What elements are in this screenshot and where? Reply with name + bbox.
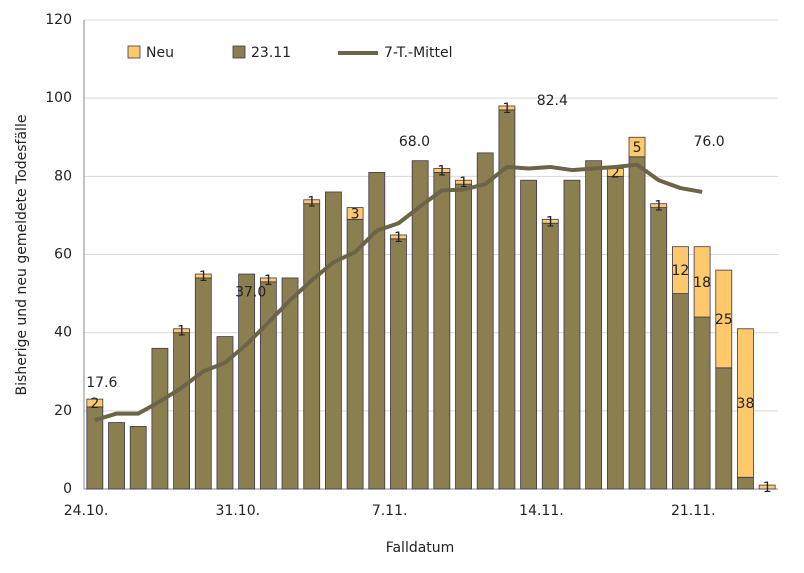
bar-segment <box>346 218 364 490</box>
bar-segment <box>259 277 277 283</box>
average-line <box>94 162 703 423</box>
y-tick-label: 60 <box>54 247 72 263</box>
bar-segment <box>216 336 234 490</box>
bar-segment <box>151 347 169 490</box>
data-label: 38 <box>737 396 755 412</box>
bar-segment <box>455 183 472 490</box>
line-value-label: 17.6 <box>86 375 117 391</box>
bar-segment <box>173 332 190 490</box>
bar-segment <box>672 293 689 490</box>
y-tick-label: 120 <box>45 12 72 28</box>
data-label: 1 <box>437 163 446 179</box>
bar-segment <box>693 316 711 490</box>
legend-swatch <box>232 45 246 59</box>
data-label: 1 <box>459 175 468 191</box>
y-tick-label: 0 <box>63 481 72 497</box>
bar-segment <box>455 179 472 185</box>
data-label: 1 <box>546 214 555 230</box>
bar-segment <box>390 238 407 490</box>
bar-segment <box>368 172 386 490</box>
bar-segment <box>129 426 147 490</box>
data-label: 1 <box>394 230 403 246</box>
bar-segment <box>606 175 624 490</box>
legend-swatch <box>127 45 141 59</box>
bar-segment <box>86 398 104 408</box>
data-label: 12 <box>671 263 689 279</box>
data-label: 3 <box>351 206 360 222</box>
y-tick-label: 40 <box>54 325 72 341</box>
bar-segment <box>585 160 603 490</box>
bar-segment <box>303 199 321 205</box>
data-label: 1 <box>264 273 273 289</box>
x-tick-label: 14.11. <box>519 503 564 519</box>
bar-segment <box>325 191 342 490</box>
data-label: 1 <box>307 195 316 211</box>
bar-segment <box>541 218 559 224</box>
data-label: 25 <box>715 312 733 328</box>
data-label: 18 <box>693 275 711 291</box>
bar-segment <box>411 160 429 490</box>
data-label: 2 <box>611 165 620 181</box>
x-tick-label: 31.10. <box>216 503 261 519</box>
data-label: 5 <box>633 140 642 156</box>
x-tick-label: 7.11. <box>372 503 408 519</box>
bar-segment <box>173 328 190 334</box>
bar-segment <box>238 273 256 490</box>
y-tick-label: 100 <box>45 90 72 106</box>
bar-segment <box>672 246 689 294</box>
data-label: 2 <box>90 396 99 412</box>
data-label: 1 <box>654 199 663 215</box>
bar-segment <box>476 152 494 490</box>
bar-segment <box>563 179 581 490</box>
data-label: 1 <box>199 269 208 285</box>
line-value-label: 82.4 <box>537 93 568 109</box>
bar-segment <box>628 156 646 490</box>
bar-segment <box>346 207 364 220</box>
bar-segment <box>433 168 451 173</box>
bar-segment <box>390 234 407 240</box>
y-tick-label: 20 <box>54 403 72 419</box>
data-label: 1 <box>502 101 511 117</box>
y-axis-label: Bisherige und neu gemeldete Todesfälle <box>14 115 30 396</box>
bar-segment <box>281 277 299 490</box>
bar-segment <box>108 422 125 490</box>
data-label: 1 <box>763 480 772 496</box>
bar-segment <box>715 269 733 369</box>
bar-segment <box>628 136 646 158</box>
bar-segment <box>693 246 711 318</box>
bar-segment <box>541 222 559 490</box>
bar-segment <box>194 277 212 490</box>
legend-label: 7-T.-Mittel <box>384 45 453 61</box>
line-value-label: 68.0 <box>399 134 430 150</box>
bar-segment <box>715 367 733 490</box>
bar-segment <box>520 179 537 490</box>
bar-segment <box>194 273 212 279</box>
line-value-label: 37.0 <box>235 284 266 300</box>
bar-segment <box>433 172 451 490</box>
x-axis-label: Falldatum <box>386 540 455 556</box>
bar-segment <box>737 476 754 490</box>
bar-segment <box>259 281 277 490</box>
line-value-label: 76.0 <box>694 134 725 150</box>
legend-label: Neu <box>146 45 174 61</box>
y-tick-label: 80 <box>54 168 72 184</box>
bar-segment <box>650 203 668 208</box>
legend-label: 23.11 <box>251 45 291 61</box>
bar-segment <box>498 105 516 111</box>
bar-segment <box>303 203 321 490</box>
x-tick-label: 21.11. <box>671 503 716 519</box>
legend-box <box>112 38 482 68</box>
bar-segment <box>758 484 776 490</box>
bar-segment <box>650 207 668 490</box>
bar-segment <box>737 328 754 478</box>
x-tick-label: 24.10. <box>64 503 109 519</box>
data-label: 1 <box>177 324 186 340</box>
